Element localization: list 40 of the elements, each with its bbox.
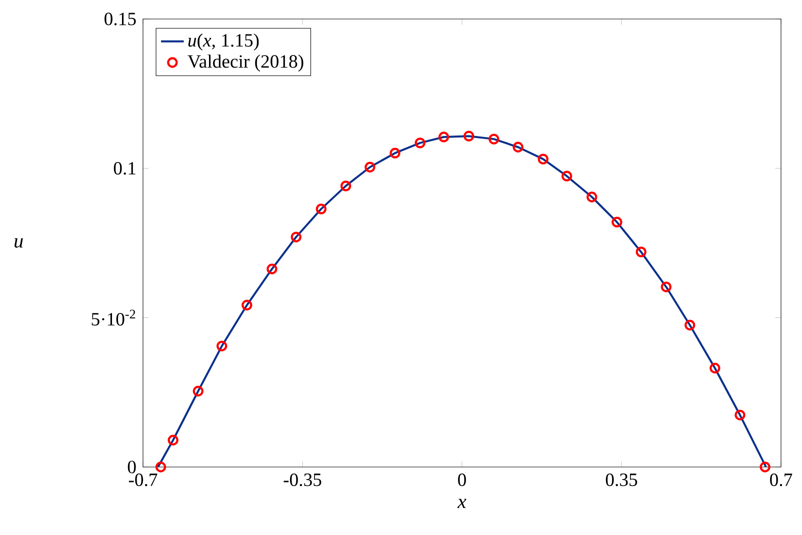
y-tick-label: 0: [128, 460, 136, 474]
y-axis-title: u: [14, 238, 23, 248]
point: [316, 204, 327, 214]
point: [266, 264, 278, 274]
legend-label: u(x, 1.15): [188, 34, 259, 50]
point: [168, 434, 178, 446]
legend-label: Valdecir (2018): [188, 54, 304, 72]
point: [464, 130, 474, 142]
point: [586, 192, 598, 202]
point: [734, 410, 746, 420]
y-tick-label: 0.15: [104, 12, 136, 26]
point: [414, 138, 426, 148]
y-tick-label: 5·10$^{-2}$: [92, 310, 136, 326]
point: [760, 462, 770, 472]
x-tick-label: -0.35: [284, 473, 322, 486]
point: [364, 162, 376, 172]
point: [216, 340, 228, 352]
x-tick-label: 0.7: [770, 473, 792, 486]
x-tick-label: 0.35: [606, 473, 638, 486]
point: [155, 462, 166, 472]
x-axis-title: x: [457, 498, 466, 508]
point: [488, 134, 500, 144]
point: [710, 362, 720, 374]
x-tick-label: -0.7: [128, 473, 158, 486]
point: [390, 148, 400, 158]
y-tick-label: 0.1: [114, 162, 136, 175]
point: [192, 386, 204, 396]
point: [538, 154, 548, 164]
point: [438, 132, 450, 142]
point: [242, 300, 252, 310]
point: [660, 282, 672, 292]
point: [684, 320, 696, 330]
point: [561, 170, 572, 182]
line-series: [157, 135, 767, 467]
x-tick-label: 0: [458, 473, 466, 486]
point: [636, 246, 646, 258]
point: [340, 180, 352, 192]
point: [612, 216, 622, 228]
point: [512, 142, 524, 152]
point: [290, 232, 302, 242]
